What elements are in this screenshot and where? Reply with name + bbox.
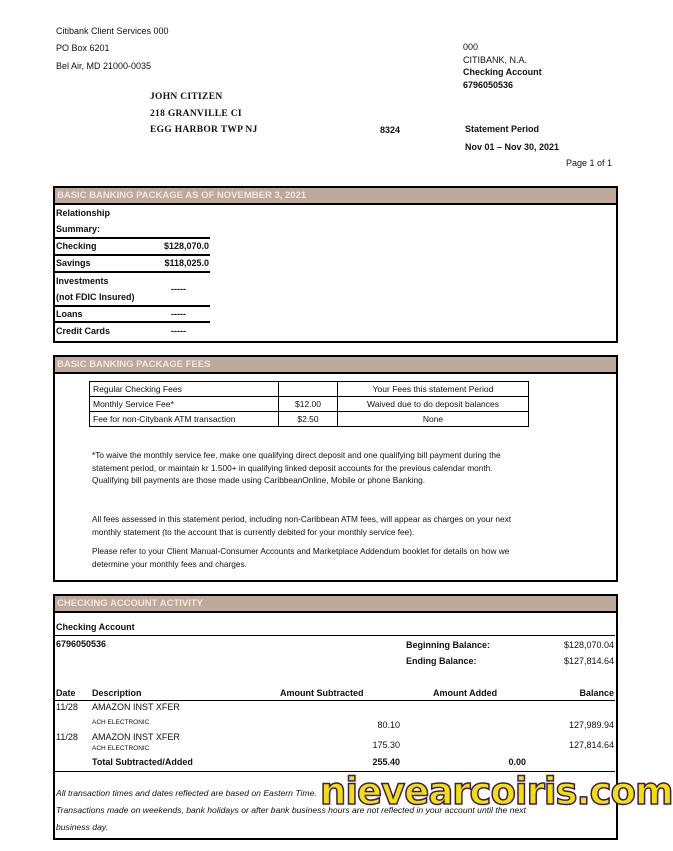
total-added: 0.00 xyxy=(508,757,526,767)
account-number: 6796050536 xyxy=(56,639,107,649)
section-title: BASIC BANKING PACKAGE AS OF NOVEMBER 3, … xyxy=(55,188,616,205)
account-number: 6796050536 xyxy=(463,80,514,90)
summary-value: ----- xyxy=(171,326,186,336)
rule xyxy=(55,237,210,239)
account-label: Checking Account xyxy=(56,622,135,632)
tx-balance: 127,814.64 xyxy=(568,740,614,750)
rule xyxy=(55,271,210,273)
footnote: business day. xyxy=(56,822,108,832)
fee-cell: Your Fees this statement Period xyxy=(337,381,529,397)
fee-note: *To waive the monthly service fee, make … xyxy=(92,450,501,485)
rule xyxy=(55,254,210,256)
recipient-street: 218 GRANVILLE CI xyxy=(150,109,242,119)
sender-line: Bel Air, MD 21000-0035 xyxy=(56,61,152,71)
total-label: Total Subtracted/Added xyxy=(92,757,193,767)
summary-note: (not FDIC Insured) xyxy=(56,292,135,302)
summary-label: Savings xyxy=(56,258,91,268)
recipient-code: 8324 xyxy=(380,125,401,135)
rule xyxy=(55,305,210,307)
tx-subtracted: 80.10 xyxy=(377,720,400,730)
balance-value: $127,814.64 xyxy=(563,656,614,666)
summary-heading: Summary: xyxy=(56,224,101,234)
tx-detail: ACH ELECTRONIC xyxy=(92,719,150,726)
activity-box: CHECKING ACCOUNT ACTIVITY xyxy=(53,594,618,840)
fees-box: BASIC BANKING PACKAGE FEES xyxy=(53,355,618,582)
column-header: Amount Subtracted xyxy=(280,688,364,698)
tx-date: 11/28 xyxy=(56,702,78,712)
summary-value: ----- xyxy=(171,284,186,294)
tx-detail: ACH ELECTRONIC xyxy=(92,745,150,752)
balance-label: Beginning Balance: xyxy=(406,640,491,650)
summary-value: $118,025.0 xyxy=(164,258,209,268)
fees-table: Regular Checking Fees Your Fees this stat… xyxy=(89,381,529,427)
bank-line: CITIBANK, N.A. xyxy=(463,55,528,65)
rule xyxy=(55,321,210,323)
summary-label: Checking xyxy=(56,241,97,251)
tx-subtracted: 175.30 xyxy=(372,740,400,750)
account-type: Checking Account xyxy=(463,67,542,77)
recipient-city: EGG HARBOR TWP NJ xyxy=(150,125,258,135)
summary-label: Loans xyxy=(56,309,83,319)
fee-cell: Regular Checking Fees xyxy=(89,381,279,397)
column-header: Amount Added xyxy=(433,688,498,698)
footnote: Transactions made on weekends, bank holi… xyxy=(56,805,526,815)
sender-line: PO Box 6201 xyxy=(56,43,110,53)
rule xyxy=(55,700,615,701)
bank-line: 000 xyxy=(463,42,479,52)
summary-value: $128,070.0 xyxy=(163,241,209,251)
summary-label: Credit Cards xyxy=(56,326,111,336)
footnote: All transaction times and dates reflecte… xyxy=(56,788,317,798)
column-header: Description xyxy=(92,688,142,698)
summary-value: ----- xyxy=(171,309,186,319)
fee-cell: None xyxy=(337,411,529,427)
tx-description: AMAZON INST XFER xyxy=(92,732,180,742)
fee-cell: Monthly Service Fee* xyxy=(89,396,279,412)
period-label: Statement Period xyxy=(465,124,540,134)
summary-box: BASIC BANKING PACKAGE AS OF NOVEMBER 3, … xyxy=(53,186,618,343)
section-title: CHECKING ACCOUNT ACTIVITY xyxy=(55,596,616,613)
fee-cell: Waived due to do deposit balances xyxy=(337,396,529,412)
fee-cell xyxy=(278,381,338,397)
tx-balance: 127,989.94 xyxy=(568,720,614,730)
fee-cell: $12.00 xyxy=(278,396,338,412)
page-number: Page 1 of 1 xyxy=(566,158,613,168)
total-subtracted: 255.40 xyxy=(372,757,400,767)
fee-cell: Fee for non-Citybank ATM transaction xyxy=(89,411,279,427)
sender-line: Citibank Client Services 000 xyxy=(56,26,169,36)
rule xyxy=(55,771,615,772)
summary-heading: Relationship xyxy=(56,208,111,218)
tx-description: AMAZON INST XFER xyxy=(92,702,180,712)
fee-note: Please refer to your Client Manual-Consu… xyxy=(92,546,510,569)
period: Nov 01 – Nov 30, 2021 xyxy=(465,142,560,152)
recipient-name: JOHN CITIZEN xyxy=(150,92,223,102)
watermark: nievearcoiris.com xyxy=(319,769,673,814)
fee-cell: $2.50 xyxy=(278,411,338,427)
fee-note: All fees assessed in this statement peri… xyxy=(92,514,512,537)
summary-label: Investments xyxy=(56,276,109,286)
tx-date: 11/28 xyxy=(56,732,78,742)
rule xyxy=(55,635,615,636)
column-header: Balance xyxy=(579,688,614,698)
balance-label: Ending Balance: xyxy=(406,656,477,666)
column-header: Date xyxy=(56,688,76,698)
section-title: BASIC BANKING PACKAGE FEES xyxy=(55,357,616,374)
balance-value: $128,070.04 xyxy=(563,640,614,650)
